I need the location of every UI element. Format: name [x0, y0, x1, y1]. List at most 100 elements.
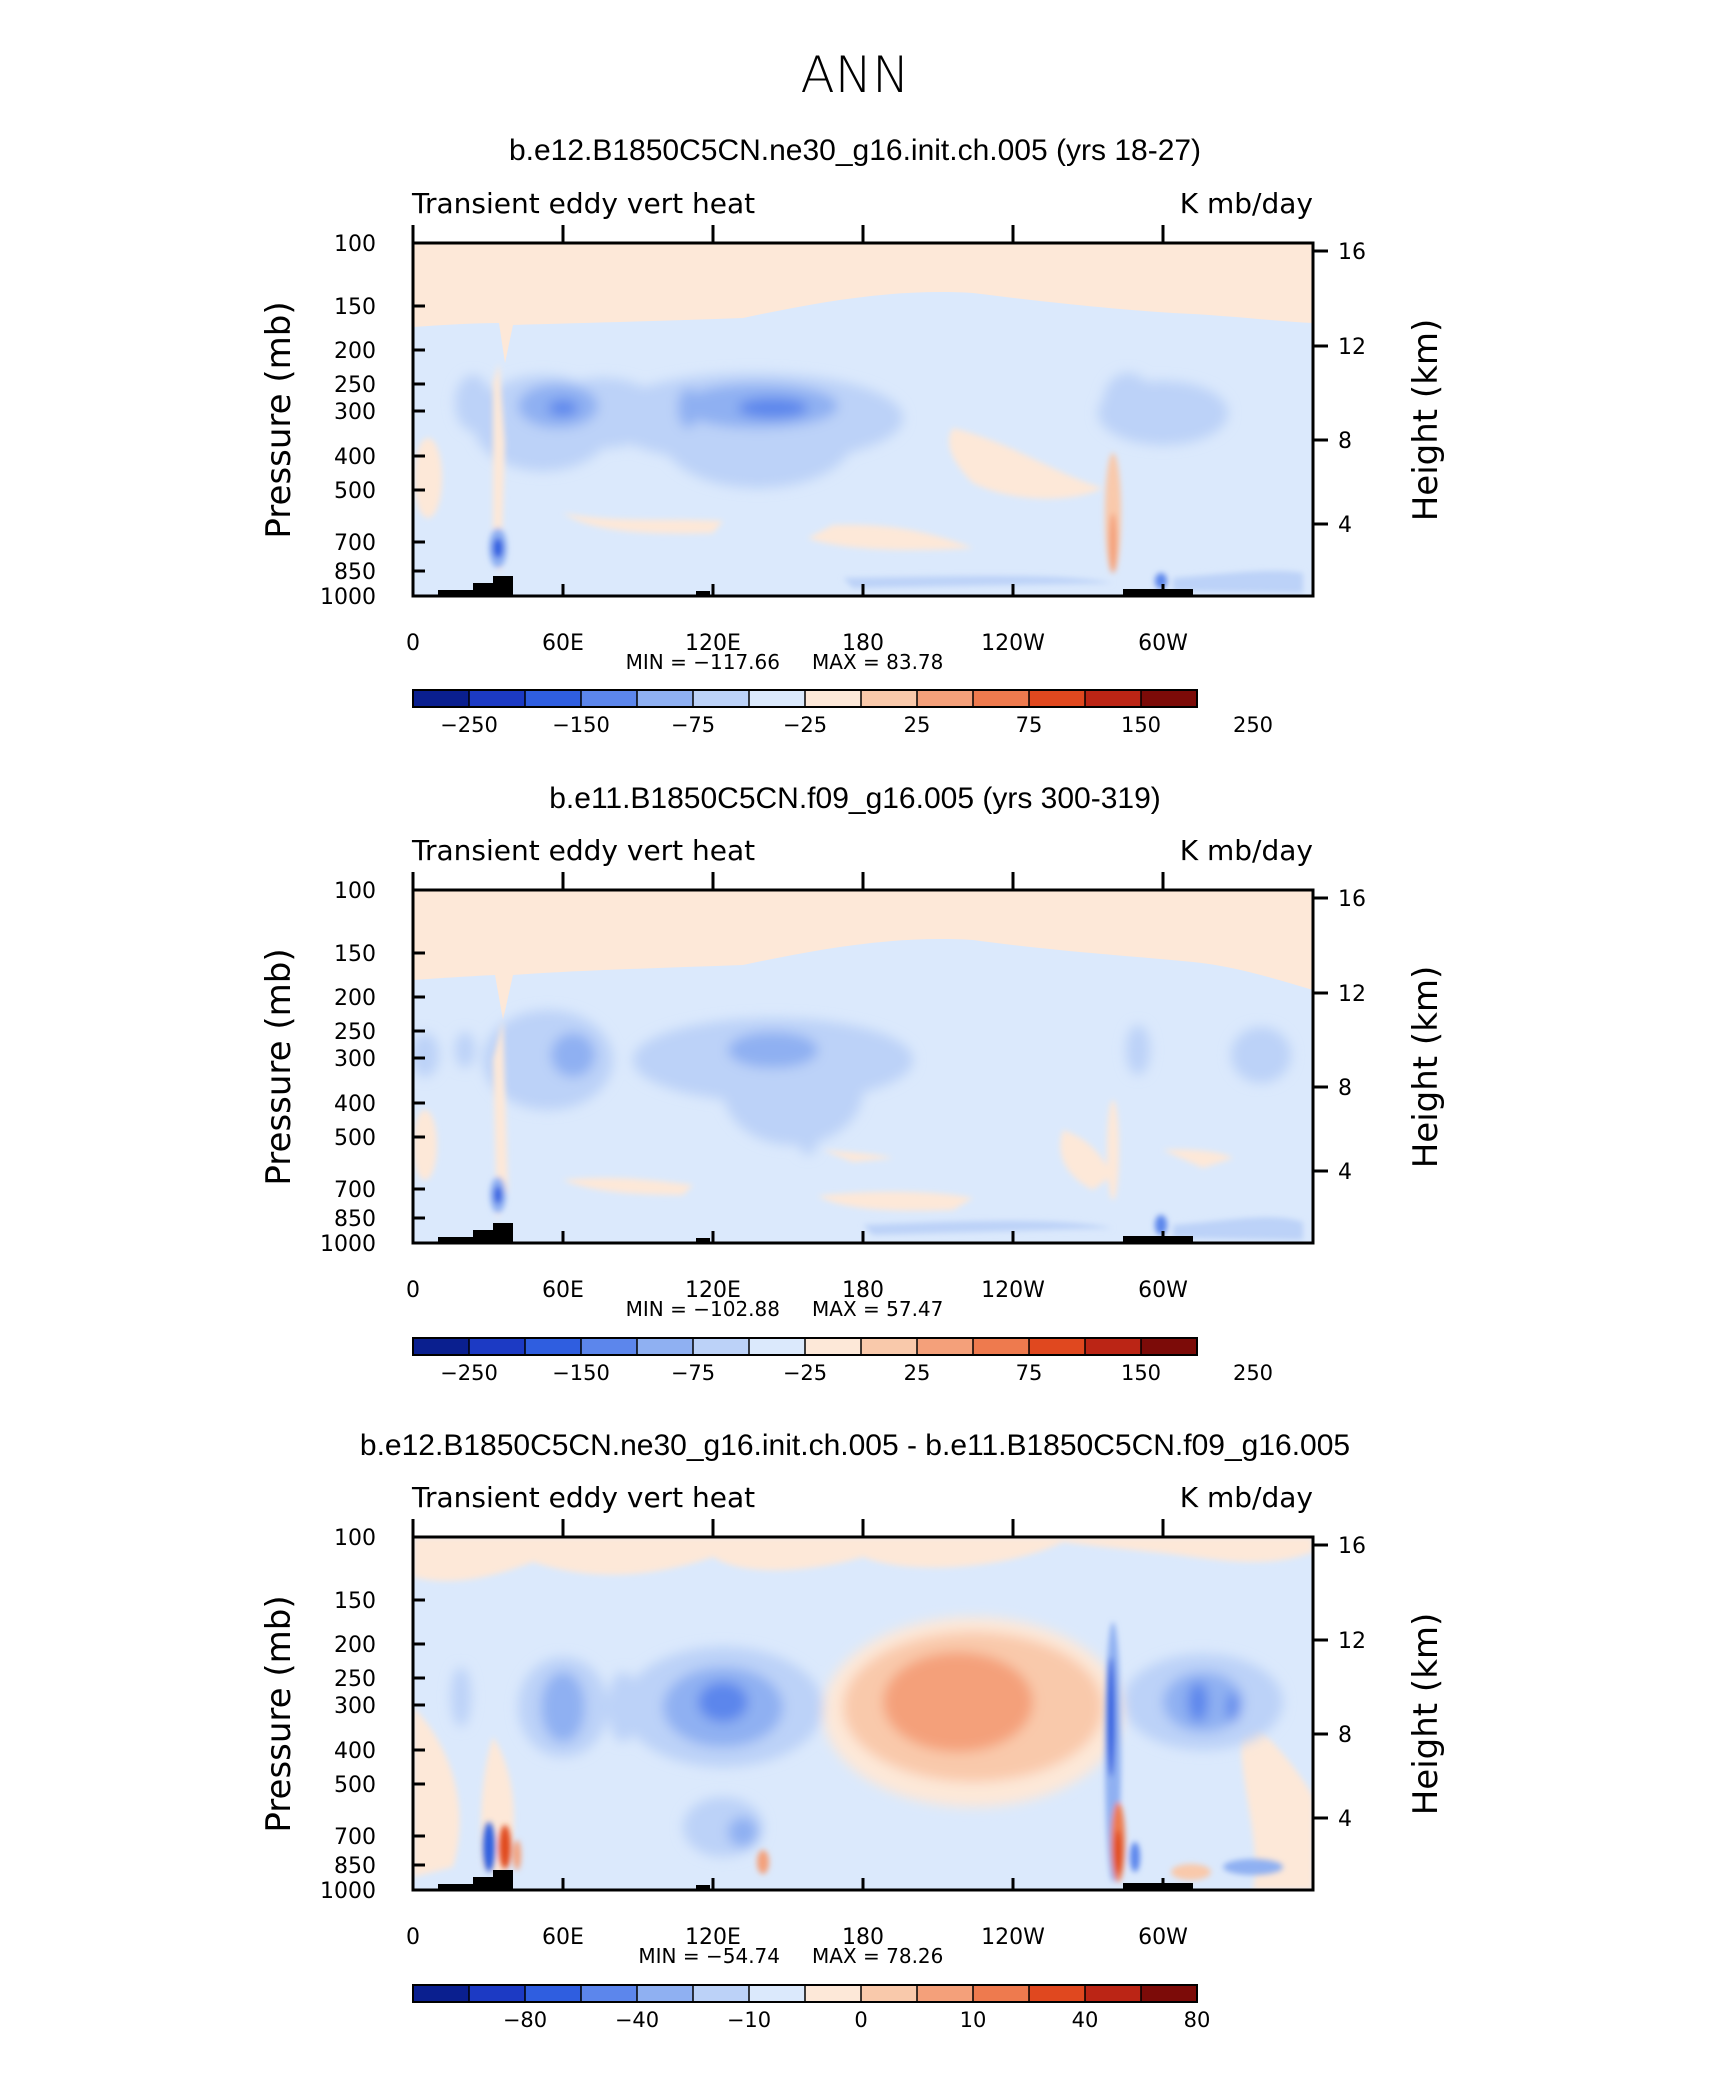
- panel-3-colorbar-swatch: [1085, 1985, 1141, 2002]
- panel-2-min-label: MIN = −102.88: [626, 1297, 780, 1321]
- panel-2-height-tick: 8: [1338, 1076, 1352, 1101]
- panel-2-colorbar-label: 250: [1233, 1361, 1273, 1385]
- panel-2-colorbar-label: 25: [904, 1361, 931, 1385]
- panel-1-colorbar-swatch: [861, 690, 917, 707]
- panel-2-colorbar-swatch: [525, 1338, 581, 1355]
- panel-3-ytick-label: 700: [334, 1825, 376, 1850]
- panel-3-colorbar-label: 10: [960, 2008, 987, 2032]
- panel-1-colorbar-label: 250: [1233, 713, 1273, 737]
- panel-1-height-tick: 12: [1338, 335, 1366, 360]
- panel-2-colorbar-swatch: [861, 1338, 917, 1355]
- panel-3-max-label: MAX = 78.26: [812, 1944, 943, 1968]
- panel-1-ytick-label: 100: [334, 232, 376, 257]
- panel-3-xtick-label: 120E: [685, 1925, 741, 1950]
- panel-1-ytick-label: 1000: [320, 585, 376, 610]
- panel-2-colorbar-label: −25: [783, 1361, 827, 1385]
- panel-2-colorbar-swatch: [637, 1338, 693, 1355]
- panel-1-colorbar-label: 150: [1121, 713, 1161, 737]
- panel-2-colorbar-swatch: [581, 1338, 637, 1355]
- panel-2-ytick-label: 400: [334, 1092, 376, 1117]
- panel-2-ytick-label: 250: [334, 1020, 376, 1045]
- panel-3-colorbar-swatch: [413, 1985, 469, 2002]
- panel-3-ytick-label: 150: [334, 1589, 376, 1614]
- panel-1-title: b.e12.B1850C5CN.ne30_g16.init.ch.005 (yr…: [509, 134, 1201, 167]
- panel-3-xtick-label: 60W: [1138, 1925, 1188, 1950]
- panel-3-contour-field: [413, 1537, 1313, 1890]
- panel-2-colorbar-swatch: [973, 1338, 1029, 1355]
- panel-3: b.e12.B1850C5CN.ne30_g16.init.ch.005 - b…: [259, 1429, 1446, 2032]
- panel-1-ytick-label: 300: [334, 400, 376, 425]
- panel-1-height-tick: 16: [1338, 240, 1366, 265]
- panel-1-colorbar-swatch: [413, 690, 469, 707]
- panel-2-height-tick: 4: [1338, 1160, 1352, 1185]
- panel-1-colorbar-swatch: [1085, 690, 1141, 707]
- figure-title: ANN: [800, 46, 909, 104]
- panel-3-ytick-label: 100: [334, 1526, 376, 1551]
- panel-3-colorbar-label: 0: [854, 2008, 867, 2032]
- panel-2: b.e11.B1850C5CN.f09_g16.005 (yrs 300-319…: [259, 782, 1446, 1385]
- panel-2-xtick-label: 180: [842, 1278, 884, 1303]
- panel-3-ytick-label: 250: [334, 1667, 376, 1692]
- panel-2-colorbar-label: 75: [1016, 1361, 1043, 1385]
- panel-2-ytick-label: 850: [334, 1207, 376, 1232]
- panel-2-height-tick: 12: [1338, 982, 1366, 1007]
- panel-1-xtick-label: 180: [842, 631, 884, 656]
- panel-1-units-label: K mb/day: [1180, 187, 1313, 220]
- panel-2-xtick-label: 60W: [1138, 1278, 1188, 1303]
- panel-1-ytick-label: 250: [334, 373, 376, 398]
- panel-3-colorbar-swatch: [693, 1985, 749, 2002]
- panel-1-colorbar-swatch: [749, 690, 805, 707]
- panel-3-height-tick: 16: [1338, 1534, 1366, 1559]
- panel-1-ytick-label: 400: [334, 445, 376, 470]
- panel-1-colorbar-label: −75: [671, 713, 715, 737]
- panel-1-colorbar-swatch: [973, 690, 1029, 707]
- panel-1-ytick-label: 700: [334, 531, 376, 556]
- panel-2-title: b.e11.B1850C5CN.f09_g16.005 (yrs 300-319…: [549, 782, 1161, 815]
- panel-2-ylabel-right: Height (km): [1406, 966, 1446, 1169]
- panel-1-min-label: MIN = −117.66: [626, 650, 780, 674]
- panel-3-colorbar-swatch: [1141, 1985, 1197, 2002]
- panel-1-height-tick: 8: [1338, 429, 1352, 454]
- panel-1-colorbar-swatch: [1141, 690, 1197, 707]
- panel-2-ytick-label: 200: [334, 986, 376, 1011]
- panel-2-ytick-label: 150: [334, 942, 376, 967]
- panel-1-ytick-label: 500: [334, 479, 376, 504]
- panel-1-xtick-label: 60W: [1138, 631, 1188, 656]
- panel-2-colorbar-swatch: [805, 1338, 861, 1355]
- panel-3-height-tick: 4: [1338, 1807, 1352, 1832]
- panel-3-height-tick: 12: [1338, 1629, 1366, 1654]
- panel-1-contour-field: [413, 243, 1313, 596]
- panel-3-colorbar-swatch: [1029, 1985, 1085, 2002]
- panel-3-ylabel: Pressure (mb): [259, 1595, 299, 1832]
- panel-2-colorbar-swatch: [1085, 1338, 1141, 1355]
- panel-3-colorbar-label: −10: [727, 2008, 771, 2032]
- panel-3-xtick-label: 180: [842, 1925, 884, 1950]
- panel-1-colorbar-swatch: [581, 690, 637, 707]
- panel-1-orography: [438, 576, 513, 596]
- panel-3-title: b.e12.B1850C5CN.ne30_g16.init.ch.005 - b…: [360, 1429, 1350, 1462]
- panel-2-ytick-label: 300: [334, 1047, 376, 1072]
- panel-2-variable-label: Transient eddy vert heat: [411, 834, 755, 867]
- panel-3-colorbar-swatch: [805, 1985, 861, 2002]
- panel-2-ytick-label: 700: [334, 1178, 376, 1203]
- panel-2-contour-field: [413, 890, 1313, 1243]
- panel-1-colorbar-swatch: [469, 690, 525, 707]
- panel-3-colorbar-swatch: [637, 1985, 693, 2002]
- panel-1-colorbar-label: −250: [440, 713, 498, 737]
- panel-1-colorbar-label: 25: [904, 713, 931, 737]
- panel-3-colorbar-swatch: [581, 1985, 637, 2002]
- panel-3-ytick-label: 500: [334, 1773, 376, 1798]
- panel-1-colorbar-label: −150: [552, 713, 610, 737]
- panel-3-ytick-label: 300: [334, 1694, 376, 1719]
- panel-1-xtick-label: 120E: [685, 631, 741, 656]
- panel-2-ytick-label: 100: [334, 879, 376, 904]
- panel-1-ytick-label: 200: [334, 339, 376, 364]
- panel-3-variable-label: Transient eddy vert heat: [411, 1481, 755, 1514]
- panel-3-ytick-label: 850: [334, 1854, 376, 1879]
- panel-1-colorbar-swatch: [1029, 690, 1085, 707]
- panel-3-colorbar-swatch: [525, 1985, 581, 2002]
- panel-2-colorbar-swatch: [1141, 1338, 1197, 1355]
- panel-2-xtick-label: 120E: [685, 1278, 741, 1303]
- panel-3-colorbar-swatch: [917, 1985, 973, 2002]
- panel-2-colorbar-swatch: [693, 1338, 749, 1355]
